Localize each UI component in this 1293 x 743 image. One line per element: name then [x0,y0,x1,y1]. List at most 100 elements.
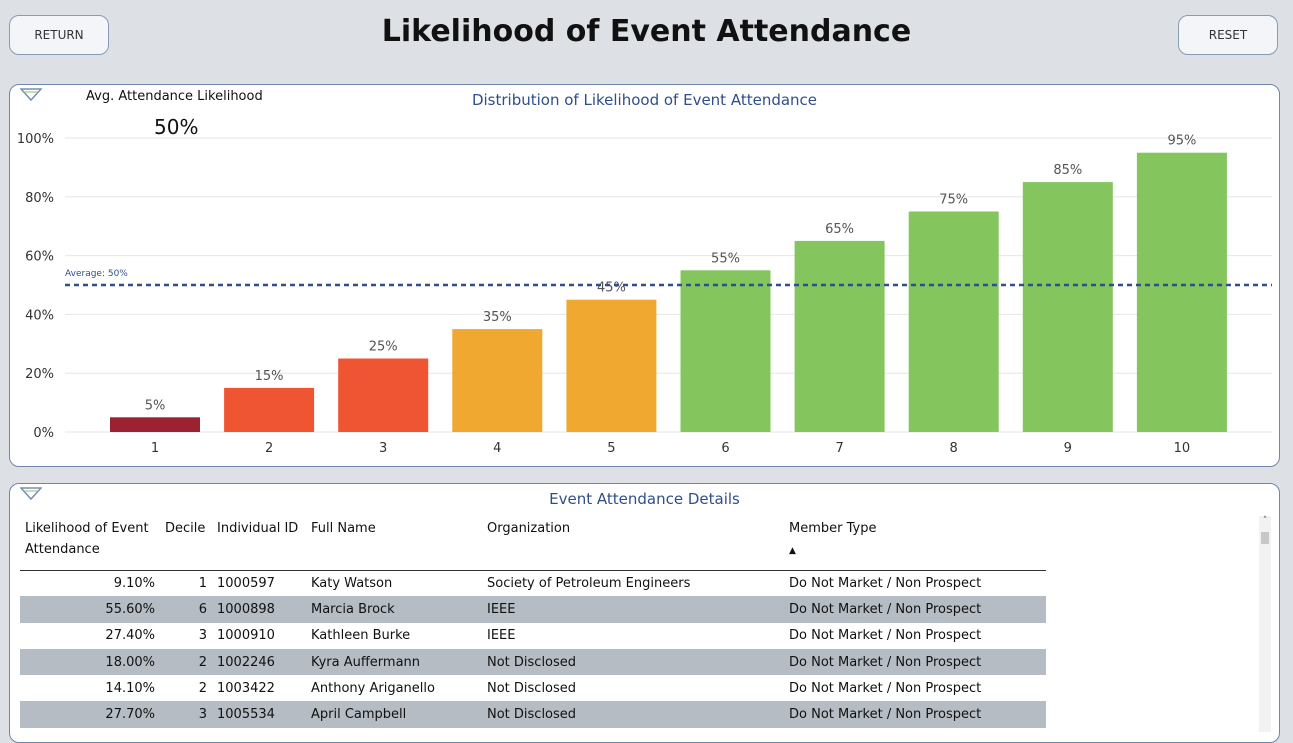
cell-full-name: April Campbell [306,701,482,728]
bar [908,211,999,432]
scroll-thumb[interactable] [1261,532,1269,544]
x-tick-label: 8 [950,441,958,456]
bar-chart: 0% 20% 40% 60% 80% 100% 5% 1 15% 2 25% 3 35% 4 45% 5 55%… [17,132,1272,456]
cell-individual-id: 1002246 [212,648,306,676]
data-label: 45% [597,281,626,296]
vertical-scrollbar[interactable]: ˄ [1259,516,1271,732]
cell-individual-id: 1005534 [212,701,306,728]
x-tick-label: 4 [493,441,501,456]
data-label: 25% [369,340,398,355]
cell-member-type: Do Not Market / Non Prospect [789,575,982,591]
x-tick-label: 6 [721,441,729,456]
x-tick-label: 10 [1174,441,1191,456]
data-label: 55% [711,251,740,266]
collapse-icon[interactable] [20,88,42,102]
bar [110,417,200,432]
data-label: 75% [939,193,968,208]
bar [794,240,885,432]
bar [1136,152,1227,432]
cell-decile: 2 [198,680,207,696]
data-label: 95% [1167,134,1196,149]
cell-full-name: Katy Watson [311,575,393,591]
table-row[interactable]: 55.60% 6 1000898 Marcia Brock IEEE Do Not Mar… [20,596,1046,623]
x-tick-label: 3 [379,441,387,456]
cell-likelihood: 27.40% [105,628,155,644]
cell-member-type: Do Not Market / Non Prospect [789,680,982,696]
collapse-icon[interactable] [20,487,42,501]
page-title: Likelihood of Event Attendance [381,14,912,49]
data-label: 85% [1053,163,1082,178]
details-table: Likelihood of Event Attendance Decile In… [20,514,1046,728]
cell-organization: Not Disclosed [487,680,577,696]
chart-panel: Avg. Attendance Likelihood 50% Distribut… [9,84,1280,467]
sort-ascending-icon[interactable]: ▲ [789,546,796,556]
data-label: 65% [825,222,854,237]
scroll-up-icon[interactable]: ˄ [1262,516,1268,526]
y-tick-label: 20% [25,367,54,382]
cell-organization: Society of Petroleum Engineers [487,575,691,591]
cell-likelihood: 55.60% [20,596,160,623]
cell-likelihood: 18.00% [20,648,160,676]
table-row[interactable]: 27.40% 3 1000910 Kathleen Burke IEEE Do Not M… [20,623,1046,649]
y-tick-label: 100% [17,132,54,147]
table-row[interactable]: 27.70% 3 1005534 April Campbell Not Disclose… [20,701,1046,728]
cell-decile: 3 [160,701,212,728]
x-tick-label: 5 [607,441,615,456]
x-tick-label: 2 [265,441,273,456]
cell-member-type: Do Not Market / Non Prospect [789,628,982,644]
average-line-label: Average: 50% [65,269,128,279]
cell-organization: IEEE [482,596,784,623]
data-label: 35% [483,310,512,325]
x-tick-label: 9 [1064,441,1072,456]
cell-decile: 3 [198,628,207,644]
cell-decile: 2 [160,648,212,676]
col-member-type[interactable]: Member Type ▲ [784,514,1046,571]
y-tick-label: 80% [25,191,54,206]
cell-individual-id: 1003422 [217,680,275,696]
bar [452,329,543,432]
data-label: 15% [255,369,284,384]
bar [338,358,429,432]
cell-individual-id: 1000910 [217,628,275,644]
chart-title: Distribution of Likelihood of Event Atte… [471,91,818,109]
cell-full-name: Anthony Ariganello [311,680,435,696]
reset-button[interactable]: RESET [1178,15,1278,55]
cell-decile: 6 [160,596,212,623]
table-row[interactable]: 14.10% 2 1003422 Anthony Ariganello Not Disc… [20,675,1046,701]
bar [224,387,315,432]
cell-organization: Not Disclosed [482,701,784,728]
cell-member-type: Do Not Market / Non Prospect [784,701,1046,728]
return-button[interactable]: RETURN [9,15,109,55]
x-tick-label: 7 [835,441,843,456]
cell-likelihood: 14.10% [105,680,155,696]
bar [680,270,771,432]
cell-individual-id: 1000597 [217,575,275,591]
cell-individual-id: 1000898 [212,596,306,623]
cell-likelihood: 9.10% [113,575,155,591]
col-member-type-label: Member Type [789,521,877,536]
cell-organization: Not Disclosed [482,648,784,676]
cell-likelihood: 27.70% [20,701,160,728]
col-full-name[interactable]: Full Name [306,514,482,571]
cell-member-type: Do Not Market / Non Prospect [784,648,1046,676]
avg-likelihood-value: 50% [154,115,199,139]
cell-full-name: Kyra Auffermann [306,648,482,676]
col-likelihood[interactable]: Likelihood of Event Attendance [20,514,160,571]
x-tick-label: 1 [151,441,159,456]
table-row[interactable]: 9.10% 1 1000597 Katy Watson Society of Petro… [20,570,1046,596]
cell-full-name: Marcia Brock [306,596,482,623]
col-organization[interactable]: Organization [482,514,784,571]
col-individual-id[interactable]: Individual ID [212,514,306,571]
bar [566,299,657,432]
cell-decile: 1 [198,575,207,591]
cell-organization: IEEE [487,628,516,644]
cell-full-name: Kathleen Burke [311,628,411,644]
y-tick-label: 60% [25,250,54,265]
y-tick-label: 0% [33,426,54,441]
bar [1022,182,1113,432]
col-decile[interactable]: Decile [160,514,212,571]
cell-member-type: Do Not Market / Non Prospect [784,596,1046,623]
details-panel: Event Attendance Details Likelihood of E… [9,483,1280,743]
data-label: 5% [145,398,166,413]
table-row[interactable]: 18.00% 2 1002246 Kyra Auffermann Not Disclos… [20,648,1046,676]
